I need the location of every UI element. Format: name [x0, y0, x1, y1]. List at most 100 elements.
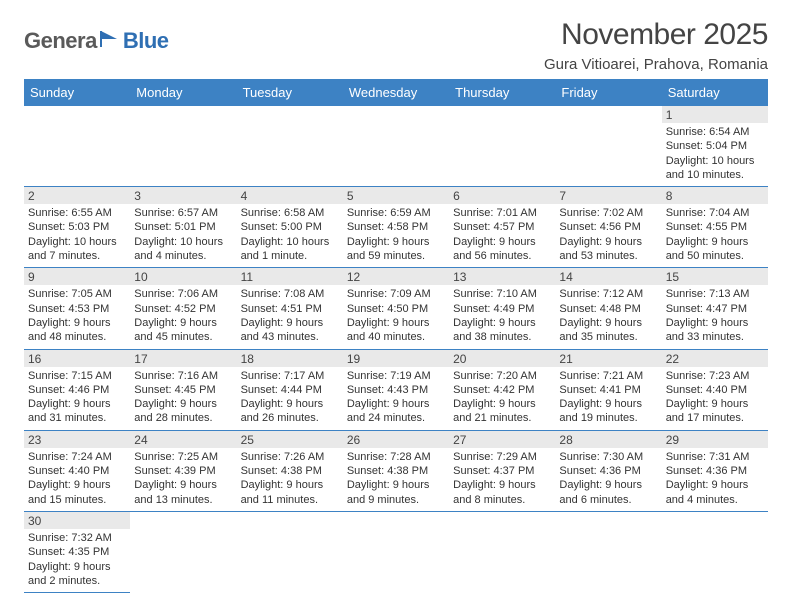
sunrise-text: Sunrise: 7:08 AM	[241, 287, 339, 301]
sunrise-text: Sunrise: 7:26 AM	[241, 450, 339, 464]
daylight-text: Daylight: 9 hours and 33 minutes.	[666, 316, 764, 345]
calendar-cell: 6Sunrise: 7:01 AMSunset: 4:57 PMDaylight…	[449, 187, 555, 268]
day-info: Sunrise: 7:19 AMSunset: 4:43 PMDaylight:…	[347, 369, 445, 426]
sunrise-text: Sunrise: 7:16 AM	[134, 369, 232, 383]
day-info: Sunrise: 7:09 AMSunset: 4:50 PMDaylight:…	[347, 287, 445, 344]
calendar-cell: 24Sunrise: 7:25 AMSunset: 4:39 PMDayligh…	[130, 430, 236, 511]
day-number: 2	[24, 187, 130, 204]
sunset-text: Sunset: 4:43 PM	[347, 383, 445, 397]
title-block: November 2025 Gura Vitioarei, Prahova, R…	[544, 18, 768, 73]
header-row: Genera Blue November 2025 Gura Vitioarei…	[24, 18, 768, 73]
day-number: 26	[343, 431, 449, 448]
calendar-cell	[449, 511, 555, 592]
calendar-cell: 19Sunrise: 7:19 AMSunset: 4:43 PMDayligh…	[343, 349, 449, 430]
day-info: Sunrise: 7:31 AMSunset: 4:36 PMDaylight:…	[666, 450, 764, 507]
weekday-header: Sunday	[24, 79, 130, 106]
weekday-header: Thursday	[449, 79, 555, 106]
calendar-row: 16Sunrise: 7:15 AMSunset: 4:46 PMDayligh…	[24, 349, 768, 430]
logo-text-part1: Genera	[24, 28, 97, 54]
sunrise-text: Sunrise: 7:17 AM	[241, 369, 339, 383]
calendar-row: 9Sunrise: 7:05 AMSunset: 4:53 PMDaylight…	[24, 268, 768, 349]
day-info: Sunrise: 7:04 AMSunset: 4:55 PMDaylight:…	[666, 206, 764, 263]
daylight-text: Daylight: 10 hours and 7 minutes.	[28, 235, 126, 264]
sunrise-text: Sunrise: 6:54 AM	[666, 125, 764, 139]
day-number: 7	[555, 187, 661, 204]
day-number: 3	[130, 187, 236, 204]
daylight-text: Daylight: 9 hours and 40 minutes.	[347, 316, 445, 345]
day-info: Sunrise: 7:05 AMSunset: 4:53 PMDaylight:…	[28, 287, 126, 344]
day-info: Sunrise: 7:17 AMSunset: 4:44 PMDaylight:…	[241, 369, 339, 426]
day-number: 8	[662, 187, 768, 204]
logo-flag-icon	[99, 29, 121, 54]
daylight-text: Daylight: 9 hours and 31 minutes.	[28, 397, 126, 426]
day-info: Sunrise: 7:30 AMSunset: 4:36 PMDaylight:…	[559, 450, 657, 507]
daylight-text: Daylight: 9 hours and 9 minutes.	[347, 478, 445, 507]
calendar-cell: 21Sunrise: 7:21 AMSunset: 4:41 PMDayligh…	[555, 349, 661, 430]
calendar-cell: 12Sunrise: 7:09 AMSunset: 4:50 PMDayligh…	[343, 268, 449, 349]
daylight-text: Daylight: 9 hours and 24 minutes.	[347, 397, 445, 426]
day-info: Sunrise: 7:02 AMSunset: 4:56 PMDaylight:…	[559, 206, 657, 263]
day-number: 25	[237, 431, 343, 448]
calendar-cell: 22 Sunrise: 7:23 AMSunset: 4:40 PMDayligh…	[662, 349, 768, 430]
day-info: Sunrise: 6:54 AMSunset: 5:04 PMDaylight:…	[666, 125, 764, 182]
sunset-text: Sunset: 4:45 PM	[134, 383, 232, 397]
calendar-cell: 29Sunrise: 7:31 AMSunset: 4:36 PMDayligh…	[662, 430, 768, 511]
day-number: 15	[662, 268, 768, 285]
sunset-text: Sunset: 4:48 PM	[559, 302, 657, 316]
sunset-text: Sunset: 5:03 PM	[28, 220, 126, 234]
day-info: Sunrise: 7:24 AMSunset: 4:40 PMDaylight:…	[28, 450, 126, 507]
sunset-text: Sunset: 4:38 PM	[347, 464, 445, 478]
sunrise-text: Sunrise: 6:57 AM	[134, 206, 232, 220]
calendar-cell: 13Sunrise: 7:10 AMSunset: 4:49 PMDayligh…	[449, 268, 555, 349]
weekday-header: Wednesday	[343, 79, 449, 106]
sunrise-text: Sunrise: 7:23 AM	[666, 369, 764, 383]
calendar-cell: 28Sunrise: 7:30 AMSunset: 4:36 PMDayligh…	[555, 430, 661, 511]
daylight-text: Daylight: 9 hours and 59 minutes.	[347, 235, 445, 264]
sunset-text: Sunset: 4:38 PM	[241, 464, 339, 478]
day-info: Sunrise: 7:08 AMSunset: 4:51 PMDaylight:…	[241, 287, 339, 344]
calendar-cell	[130, 511, 236, 592]
sunrise-text: Sunrise: 7:30 AM	[559, 450, 657, 464]
sunrise-text: Sunrise: 7:01 AM	[453, 206, 551, 220]
day-number: 17	[130, 350, 236, 367]
day-number: 23	[24, 431, 130, 448]
sunrise-text: Sunrise: 7:12 AM	[559, 287, 657, 301]
sunset-text: Sunset: 4:40 PM	[28, 464, 126, 478]
logo-text-part2: Blue	[123, 28, 169, 54]
calendar-cell	[343, 106, 449, 187]
sunset-text: Sunset: 4:41 PM	[559, 383, 657, 397]
sunrise-text: Sunrise: 7:04 AM	[666, 206, 764, 220]
day-number: 22	[662, 350, 768, 367]
calendar-cell	[343, 511, 449, 592]
daylight-text: Daylight: 9 hours and 11 minutes.	[241, 478, 339, 507]
calendar-page: Genera Blue November 2025 Gura Vitioarei…	[0, 0, 792, 593]
sunrise-text: Sunrise: 7:25 AM	[134, 450, 232, 464]
sunrise-text: Sunrise: 7:20 AM	[453, 369, 551, 383]
calendar-cell: 23 Sunrise: 7:24 AMSunset: 4:40 PMDayligh…	[24, 430, 130, 511]
sunset-text: Sunset: 4:47 PM	[666, 302, 764, 316]
calendar-row: 2Sunrise: 6:55 AMSunset: 5:03 PMDaylight…	[24, 187, 768, 268]
sunset-text: Sunset: 4:55 PM	[666, 220, 764, 234]
day-info: Sunrise: 7:10 AMSunset: 4:49 PMDaylight:…	[453, 287, 551, 344]
calendar-cell: 17Sunrise: 7:16 AMSunset: 4:45 PMDayligh…	[130, 349, 236, 430]
calendar-cell: 9Sunrise: 7:05 AMSunset: 4:53 PMDaylight…	[24, 268, 130, 349]
sunrise-text: Sunrise: 7:06 AM	[134, 287, 232, 301]
daylight-text: Daylight: 10 hours and 10 minutes.	[666, 154, 764, 183]
daylight-text: Daylight: 9 hours and 2 minutes.	[28, 560, 126, 589]
sunrise-text: Sunrise: 7:29 AM	[453, 450, 551, 464]
daylight-text: Daylight: 9 hours and 43 minutes.	[241, 316, 339, 345]
calendar-cell: 26Sunrise: 7:28 AMSunset: 4:38 PMDayligh…	[343, 430, 449, 511]
daylight-text: Daylight: 9 hours and 13 minutes.	[134, 478, 232, 507]
weekday-header: Saturday	[662, 79, 768, 106]
sunset-text: Sunset: 4:52 PM	[134, 302, 232, 316]
daylight-text: Daylight: 9 hours and 17 minutes.	[666, 397, 764, 426]
sunset-text: Sunset: 4:40 PM	[666, 383, 764, 397]
calendar-cell: 20Sunrise: 7:20 AMSunset: 4:42 PMDayligh…	[449, 349, 555, 430]
day-info: Sunrise: 6:59 AMSunset: 4:58 PMDaylight:…	[347, 206, 445, 263]
sunrise-text: Sunrise: 7:09 AM	[347, 287, 445, 301]
calendar-cell: 27Sunrise: 7:29 AMSunset: 4:37 PMDayligh…	[449, 430, 555, 511]
sunrise-text: Sunrise: 7:05 AM	[28, 287, 126, 301]
day-number: 30	[24, 512, 130, 529]
sunset-text: Sunset: 4:51 PM	[241, 302, 339, 316]
weekday-header: Tuesday	[237, 79, 343, 106]
